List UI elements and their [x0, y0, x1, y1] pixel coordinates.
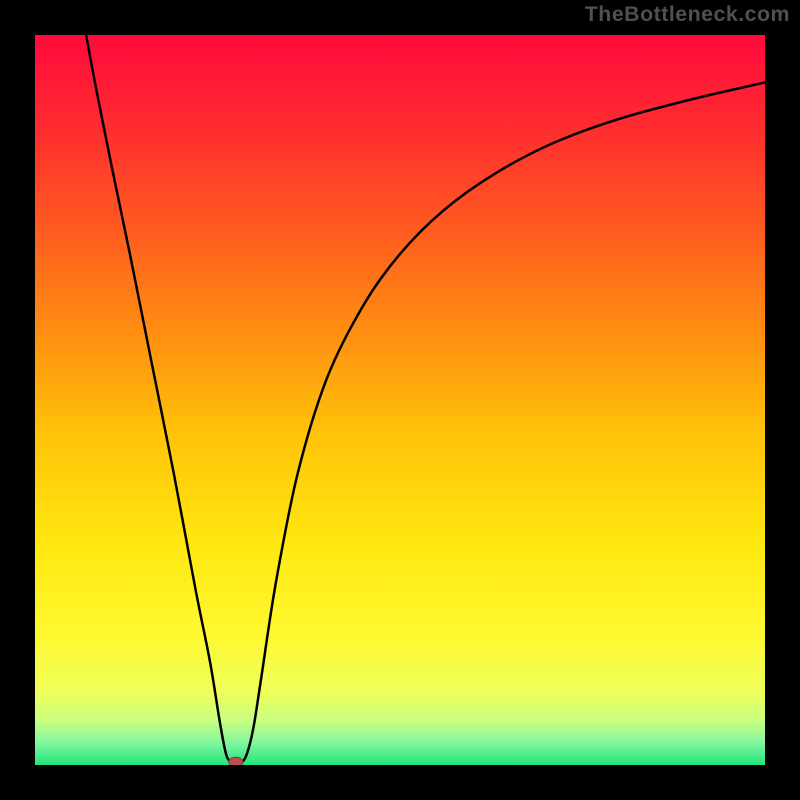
min-marker	[229, 757, 243, 765]
curve-layer	[35, 35, 765, 765]
plot-area	[35, 35, 765, 765]
chart-canvas: TheBottleneck.com	[0, 0, 800, 800]
attribution-text: TheBottleneck.com	[585, 2, 790, 27]
bottleneck-curve	[86, 35, 765, 764]
